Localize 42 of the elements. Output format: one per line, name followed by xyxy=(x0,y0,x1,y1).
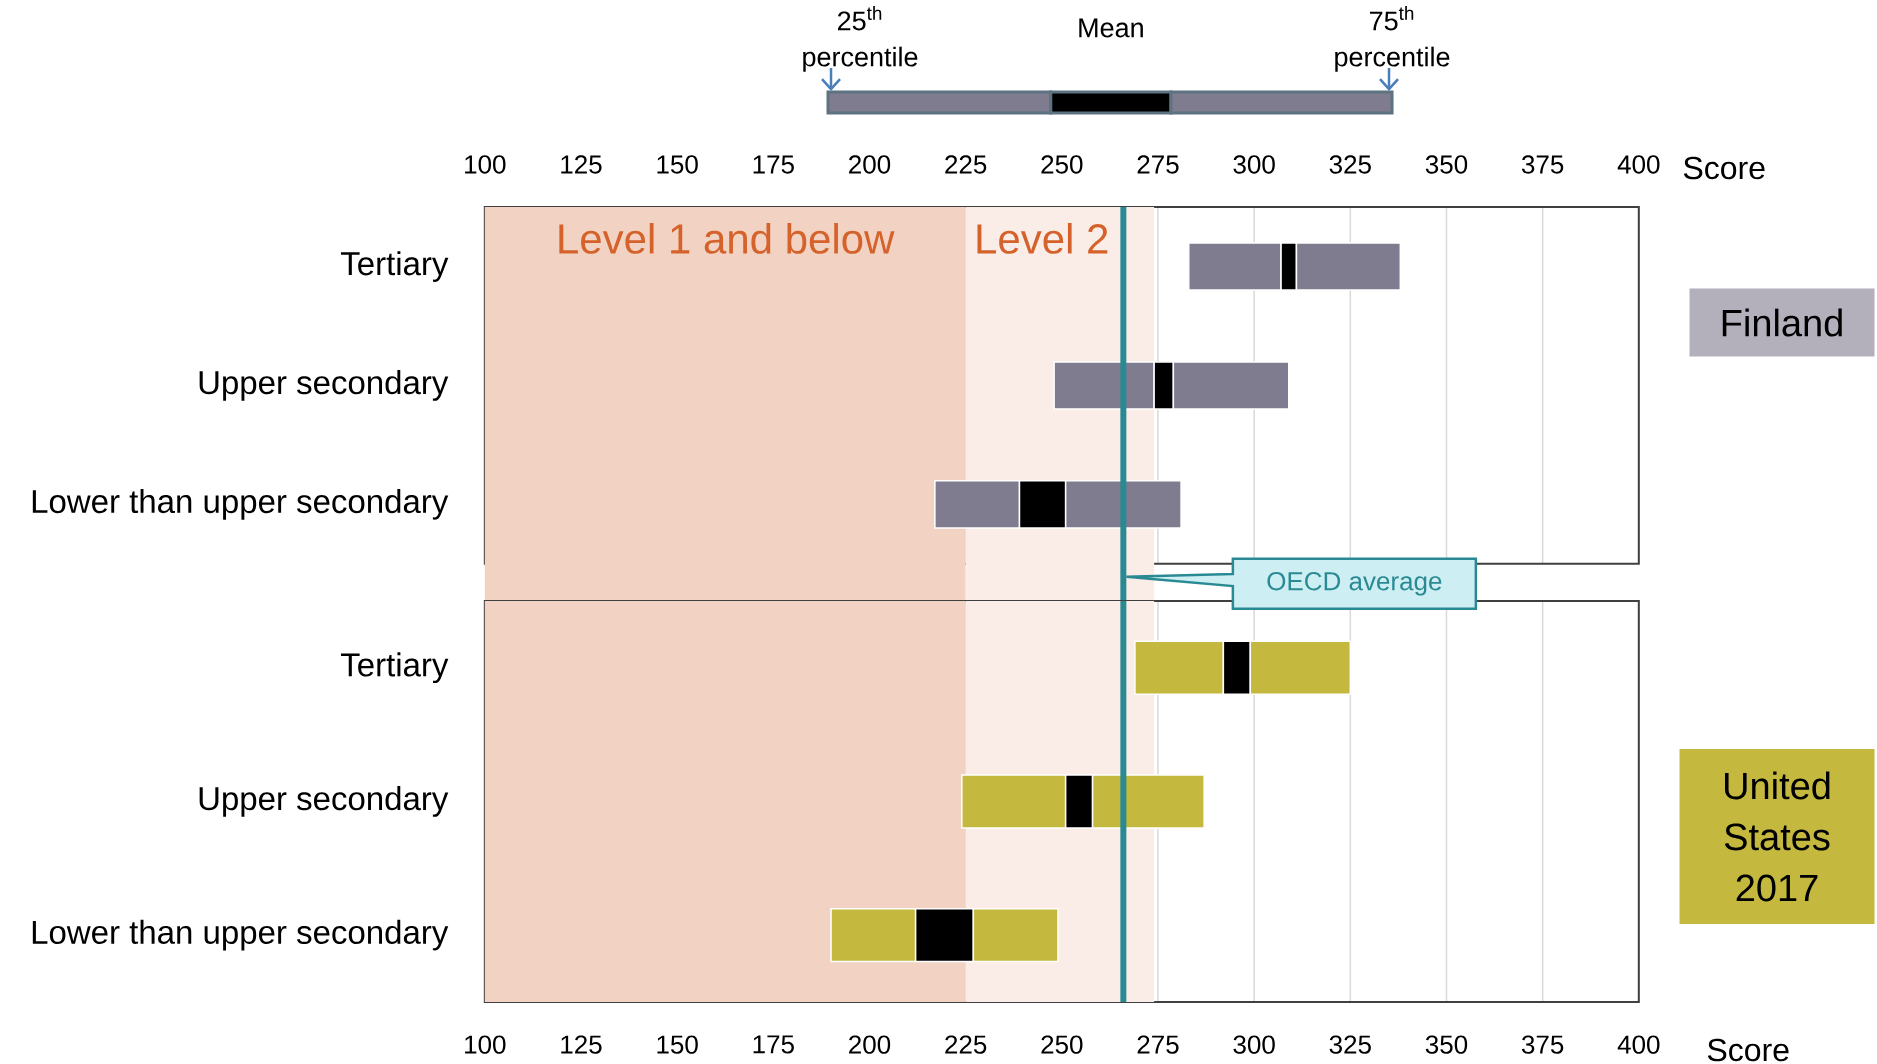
x-axis-title: Score xyxy=(1707,1038,1789,1062)
band-label: Level 2 xyxy=(977,223,1108,254)
x-tick-label: 250 xyxy=(1041,155,1083,174)
text: Finland xyxy=(1722,308,1842,337)
x-tick-label: 225 xyxy=(945,1035,987,1054)
x-tick-label: 400 xyxy=(1617,1035,1660,1054)
x-tick-label: 375 xyxy=(1521,1035,1564,1054)
x-tick-label: 350 xyxy=(1425,1035,1468,1054)
x-tick-label: 350 xyxy=(1425,155,1468,174)
y-tick-label: Tertiary xyxy=(340,251,449,282)
x-tick-label: 225 xyxy=(945,155,987,174)
x-tick-label: 400 xyxy=(1617,155,1660,174)
x-tick-label: 375 xyxy=(1521,155,1564,174)
text: 75$^{th}$ percentile xyxy=(1335,6,1450,72)
text: United States 2017 xyxy=(1724,771,1830,902)
x-tick-label: 300 xyxy=(1233,155,1275,174)
x-axis-title: Score xyxy=(1683,156,1765,180)
y-tick-label: Upper secondary xyxy=(199,786,449,817)
x-tick-label: 150 xyxy=(657,1035,698,1054)
x-tick-label: 175 xyxy=(753,155,794,174)
x-tick-label: 125 xyxy=(561,1035,602,1054)
x-tick-label: 250 xyxy=(1041,1035,1083,1054)
y-tick-label: Lower than upper secondary xyxy=(32,488,449,520)
x-tick-label: 150 xyxy=(657,155,698,174)
band-label: Level 1 and below xyxy=(559,223,895,254)
y-tick-label: Lower than upper secondary xyxy=(32,919,449,951)
x-tick-label: 325 xyxy=(1329,155,1371,174)
x-tick-label: 275 xyxy=(1137,155,1179,174)
x-tick-label: 300 xyxy=(1233,1035,1275,1054)
x-tick-label: 175 xyxy=(753,1035,794,1054)
x-tick-label: 200 xyxy=(849,1035,891,1054)
x-tick-label: 325 xyxy=(1329,1035,1371,1054)
y-tick-label: Tertiary xyxy=(340,652,449,684)
text: 25$^{th}$ percentile xyxy=(803,6,918,72)
x-tick-label: 125 xyxy=(561,155,602,174)
x-tick-label: 275 xyxy=(1137,1035,1179,1054)
x-tick-label: 100 xyxy=(465,1035,506,1054)
text: Mean xyxy=(1079,18,1143,38)
ref-line-label: OECD average xyxy=(1267,572,1442,596)
x-tick-label: 100 xyxy=(465,155,506,174)
x-tick-label: 200 xyxy=(849,155,891,174)
y-tick-label: Upper secondary xyxy=(199,370,449,401)
